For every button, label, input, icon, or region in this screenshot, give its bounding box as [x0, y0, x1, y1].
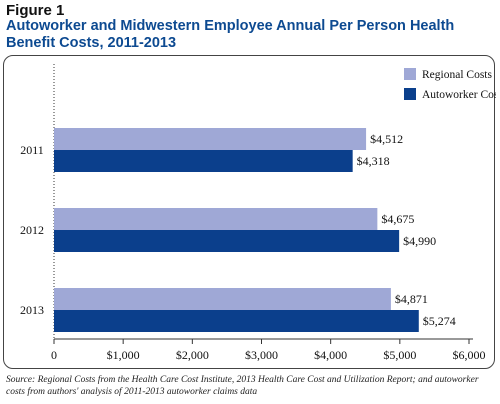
bar-autoworker-costs [54, 150, 353, 172]
category-label: 2013 [20, 303, 44, 317]
data-label: $4,675 [381, 212, 414, 226]
x-tick-label: $6,000 [453, 348, 486, 362]
legend-swatch-autoworker-costs [404, 88, 416, 100]
bar-autoworker-costs [54, 230, 400, 252]
legend-label: Regional Costs [422, 69, 492, 81]
legend-label: Autoworker Costs [422, 89, 496, 101]
chart-title: Autoworker and Midwestern Employee Annua… [6, 18, 455, 51]
x-tick-label: $4,000 [314, 348, 347, 362]
bar-chart: 0 $1,000 $2,000 $3,000 $4,000 $5,000 $6,000 201… [20, 64, 496, 362]
x-tick-label: $5,000 [383, 348, 416, 362]
data-label: $4,990 [403, 234, 436, 248]
x-tick-label: $1,000 [107, 348, 140, 362]
source-note: Source: Regional Costs from the Health C… [6, 375, 479, 397]
data-label: $4,512 [370, 132, 403, 146]
x-tick-label: $3,000 [245, 348, 278, 362]
x-tick-label: 0 [51, 348, 57, 362]
category-label: 2012 [20, 223, 44, 237]
chart-frame: 0 $1,000 $2,000 $3,000 $4,000 $5,000 $6,000 201… [3, 55, 496, 369]
figure-label: Figure 1 [6, 2, 65, 19]
bar-regional-costs [54, 288, 391, 310]
category-label: 2011 [20, 143, 44, 157]
bar-autoworker-costs [54, 310, 419, 332]
legend-swatch-regional-costs [404, 68, 416, 80]
data-label: $4,318 [357, 154, 390, 168]
x-tick-label: $2,000 [176, 348, 209, 362]
data-label: $5,274 [423, 314, 456, 328]
bar-regional-costs [54, 208, 378, 230]
bar-regional-costs [54, 128, 367, 150]
data-label: $4,871 [395, 292, 428, 306]
